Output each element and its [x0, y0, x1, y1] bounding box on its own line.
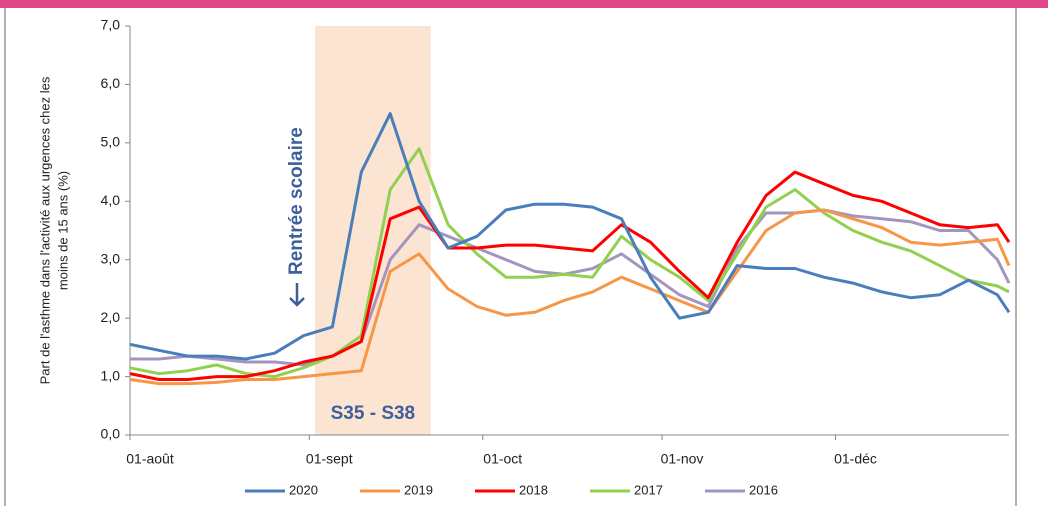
y-tick-label: 5,0 — [101, 134, 121, 150]
legend-label: 2018 — [519, 482, 548, 497]
y-tick-label: 0,0 — [101, 426, 121, 442]
series-line — [129, 112, 1011, 361]
y-tick-label: 1,0 — [101, 367, 121, 383]
y-tick-label: 3,0 — [101, 250, 121, 266]
x-tick-label: 01-sept — [306, 451, 353, 467]
shade — [315, 26, 431, 435]
annotation: S35 - S38 — [331, 403, 416, 424]
y-tick-label: 2,0 — [101, 309, 121, 325]
legend-label: 2020 — [289, 482, 318, 497]
y-axis-label: moins de 15 ans (%) — [55, 171, 70, 290]
y-tick-label: 6,0 — [101, 75, 121, 91]
series-line — [129, 170, 1011, 381]
y-tick-label: 7,0 — [101, 17, 121, 33]
x-tick-label: 01-nov — [661, 451, 704, 467]
series-line — [129, 147, 1010, 379]
series-line — [129, 208, 1011, 386]
x-tick-label: 01-déc — [834, 451, 877, 467]
arrow — [289, 283, 305, 307]
annotation: Rentrée scolaire — [286, 127, 307, 275]
legend-label: 2017 — [634, 482, 663, 497]
series-line — [130, 208, 1011, 367]
legend-label: 2016 — [749, 482, 778, 497]
x-tick-label: 01-août — [126, 451, 174, 467]
y-tick-label: 4,0 — [101, 192, 121, 208]
top-bar — [0, 0, 1048, 8]
legend-label: 2019 — [404, 482, 433, 497]
y-axis-label: Part de l'asthme dans l'activité aux urg… — [37, 76, 52, 384]
x-tick-label: 01-oct — [483, 451, 522, 467]
